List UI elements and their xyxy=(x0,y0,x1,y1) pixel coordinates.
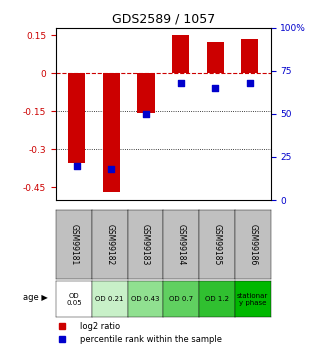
Point xyxy=(143,111,148,117)
Text: GSM99186: GSM99186 xyxy=(248,224,257,266)
Text: log2 ratio: log2 ratio xyxy=(80,322,120,331)
Text: OD 0.7: OD 0.7 xyxy=(169,296,193,302)
Bar xyxy=(241,39,258,73)
Bar xyxy=(68,73,86,163)
Text: OD 0.21: OD 0.21 xyxy=(95,296,124,302)
Point xyxy=(74,163,79,168)
Text: GSM99182: GSM99182 xyxy=(105,224,114,266)
Point xyxy=(247,80,252,86)
Text: OD 1.2: OD 1.2 xyxy=(205,296,229,302)
Point xyxy=(178,80,183,86)
Text: stationar
y phase: stationar y phase xyxy=(237,293,268,306)
Point xyxy=(109,166,114,172)
Text: age ▶: age ▶ xyxy=(23,293,48,302)
Text: percentile rank within the sample: percentile rank within the sample xyxy=(80,335,221,344)
Title: GDS2589 / 1057: GDS2589 / 1057 xyxy=(112,12,215,25)
Text: GSM99181: GSM99181 xyxy=(69,224,78,266)
Text: GSM99185: GSM99185 xyxy=(212,224,221,266)
Bar xyxy=(137,73,155,112)
Point xyxy=(213,85,218,91)
Text: GSM99184: GSM99184 xyxy=(177,224,186,266)
Bar xyxy=(172,35,189,73)
Bar xyxy=(207,41,224,73)
Text: OD
0.05: OD 0.05 xyxy=(66,293,82,306)
Text: OD 0.43: OD 0.43 xyxy=(131,296,160,302)
Text: GSM99183: GSM99183 xyxy=(141,224,150,266)
Bar xyxy=(103,73,120,193)
